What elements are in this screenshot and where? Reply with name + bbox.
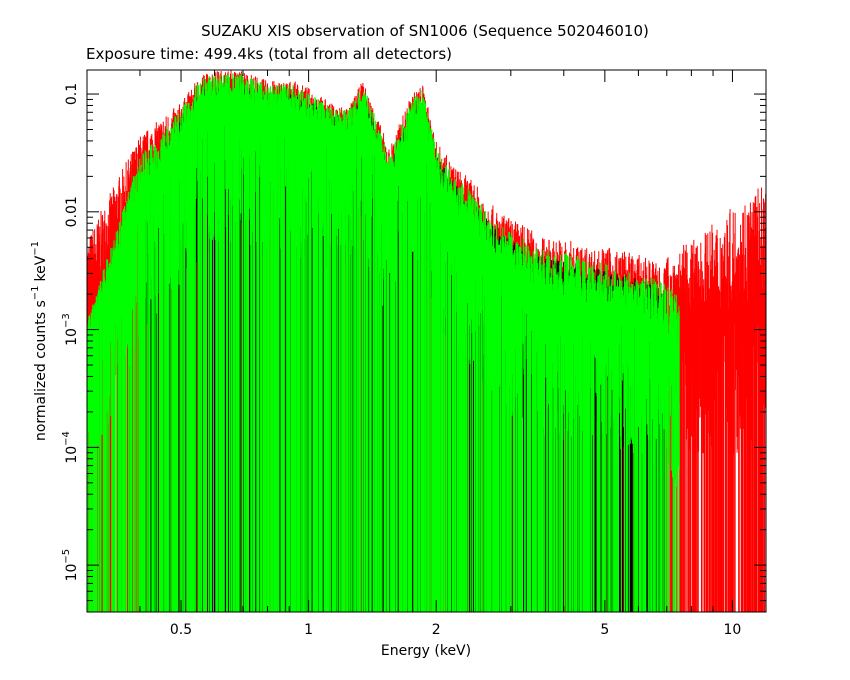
plot-area [87,70,766,612]
chart-subtitle: Exposure time: 499.4ks (total from all d… [86,45,452,63]
series-1 [87,73,680,612]
chart-title: SUZAKU XIS observation of SN1006 (Sequen… [201,22,649,40]
data-series-layer [87,70,766,612]
